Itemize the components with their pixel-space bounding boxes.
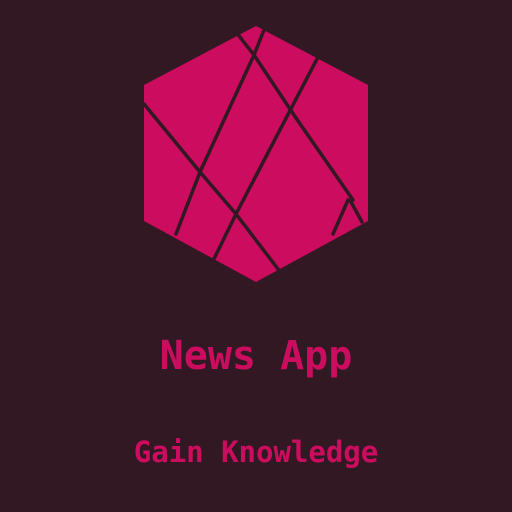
app-title: News App — [159, 333, 353, 379]
app-tagline: Gain Knowledge — [133, 435, 379, 469]
